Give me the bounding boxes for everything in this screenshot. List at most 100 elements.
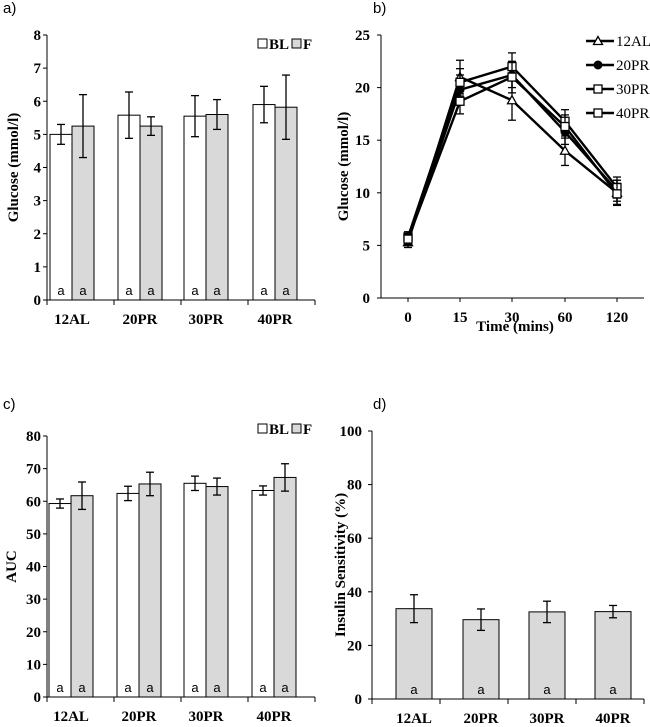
legend-label-bl: BL	[269, 422, 289, 438]
legend-swatch-bl	[257, 423, 268, 434]
bar-label: a	[191, 680, 199, 695]
y-tick-label: 40	[26, 560, 41, 576]
bar-bl-20pr	[116, 492, 140, 698]
x-tick-label: 20PR	[464, 711, 499, 727]
x-tick-label: 30PR	[530, 711, 565, 727]
bar-bl-30pr	[183, 482, 207, 698]
x-tick-label: 40PR	[596, 711, 631, 727]
bar-label: a	[79, 283, 87, 298]
y-tick-label: 60	[347, 531, 362, 547]
bar-f-20pr	[139, 125, 163, 301]
x-tick-label: 15	[453, 310, 468, 326]
x-tick-label: 30PR	[189, 709, 224, 725]
bar-bl-40pr	[251, 489, 275, 698]
y-tick-label: 8	[34, 28, 42, 44]
y-axis-title: Glucose (mmol/l)	[336, 112, 352, 222]
bar-f-20pr	[138, 483, 162, 698]
y-tick-label: 20	[347, 638, 362, 654]
y-tick-label: 100	[340, 424, 363, 440]
data-point-12al	[506, 94, 518, 105]
x-tick-label: 40PR	[257, 709, 292, 725]
x-tick-label: 12AL	[396, 711, 432, 727]
legend-swatch-f	[291, 423, 302, 434]
legend-label-12al: 12AL	[616, 34, 650, 50]
y-tick-label: 0	[363, 291, 371, 307]
y-tick-label: 3	[34, 194, 42, 210]
legend-marker-40pr	[593, 108, 603, 118]
bar-label: a	[146, 680, 154, 695]
y-tick-label: 1	[34, 260, 42, 276]
bar-f-40pr	[594, 611, 632, 700]
legend-label-40pr: 40PR	[616, 106, 649, 122]
data-point-40pr	[612, 189, 622, 199]
data-point-40pr	[455, 96, 465, 106]
bar-label: a	[56, 680, 64, 695]
bar-f-20pr	[462, 619, 500, 700]
y-tick-label: 0	[355, 692, 363, 708]
bar-bl-30pr	[183, 115, 207, 301]
bar-bl-20pr	[117, 114, 141, 301]
y-tick-label: 0	[34, 690, 42, 706]
legend-swatch-bl	[257, 38, 268, 49]
x-tick-label: 120	[606, 310, 629, 326]
x-tick-label: 20PR	[123, 312, 158, 328]
panel-label: c)	[3, 396, 16, 413]
x-tick-label: 20PR	[122, 709, 157, 725]
data-point-40pr	[507, 72, 517, 82]
legend-swatch-f	[291, 38, 302, 49]
bar-label: a	[125, 283, 133, 298]
y-tick-label: 60	[26, 494, 41, 510]
bar-label: a	[410, 682, 418, 697]
y-tick-label: 6	[34, 94, 42, 110]
panel-label: a)	[3, 0, 16, 17]
y-tick-label: 0	[34, 293, 42, 309]
data-point-30pr	[455, 77, 465, 87]
y-tick-label: 20	[355, 81, 370, 97]
x-tick-label: 12AL	[54, 312, 90, 328]
data-point-40pr	[403, 234, 413, 244]
bar-f-30pr	[528, 611, 566, 700]
bar-label: a	[543, 682, 551, 697]
legend-marker-12al	[592, 35, 604, 46]
y-tick-label: 5	[34, 127, 42, 143]
legend-label-f: F	[303, 422, 312, 438]
bar-f-40pr	[273, 476, 297, 698]
bar-label: a	[124, 680, 132, 695]
bar-f-12al	[395, 608, 433, 700]
bar-label: a	[213, 283, 221, 298]
bar-label: a	[213, 680, 221, 695]
x-tick-label: 12AL	[53, 709, 89, 725]
y-tick-label: 10	[355, 186, 370, 202]
y-tick-label: 2	[34, 227, 42, 243]
y-tick-label: 7	[34, 61, 42, 77]
x-tick-label: 40PR	[258, 312, 293, 328]
x-tick-label: 30PR	[189, 312, 224, 328]
legend-label-30pr: 30PR	[616, 82, 649, 98]
y-tick-label: 15	[355, 133, 370, 149]
y-tick-label: 80	[347, 478, 362, 494]
panel-label: d)	[373, 396, 386, 413]
bar-label: a	[147, 283, 155, 298]
bar-f-30pr	[205, 114, 229, 301]
y-tick-label: 25	[355, 28, 370, 44]
x-tick-label: 60	[558, 310, 573, 326]
y-tick-label: 40	[347, 585, 362, 601]
y-tick-label: 30	[26, 592, 41, 608]
legend-label-bl: BL	[269, 37, 289, 53]
y-axis-title: Insulin Sensitivity (%)	[333, 493, 349, 637]
bar-label: a	[282, 283, 290, 298]
bar-label: a	[609, 682, 617, 697]
panel-label: b)	[373, 0, 386, 17]
bar-label: a	[477, 682, 485, 697]
bar-f-12al	[70, 495, 94, 698]
panel-d: 0 20 40 60 80 100 Insulin Sensitivity (%) d) a 12…	[333, 396, 645, 727]
bar-bl-40pr	[252, 104, 276, 301]
y-tick-label: 50	[26, 527, 41, 543]
bar-bl-12al	[49, 133, 73, 301]
x-tick-label: 0	[404, 310, 412, 326]
y-axis-title: AUC	[4, 550, 20, 583]
bar-label: a	[281, 680, 289, 695]
data-point-12al	[559, 144, 571, 155]
